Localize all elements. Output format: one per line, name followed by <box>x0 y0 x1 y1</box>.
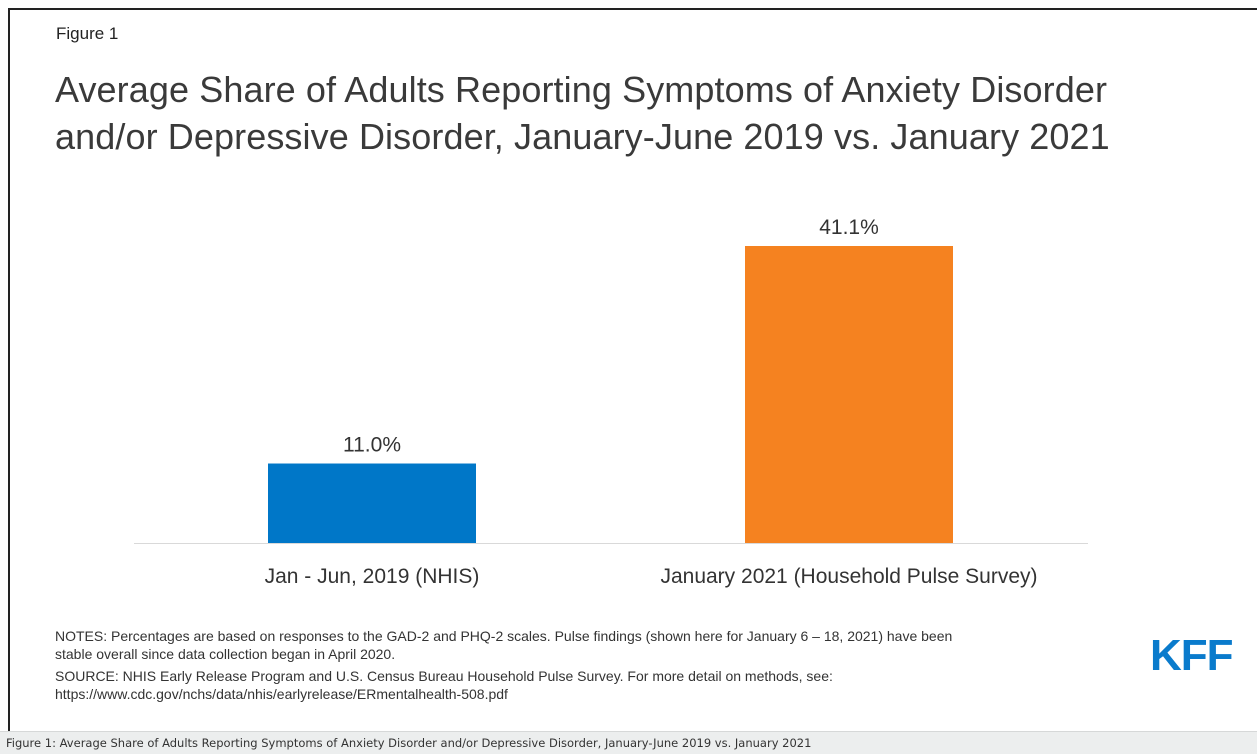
chart-title-line-2: and/or Depressive Disorder, January-June… <box>55 116 1110 157</box>
caption-bar: Figure 1: Average Share of Adults Report… <box>0 731 1257 754</box>
kff-logo: KFF <box>1150 631 1234 680</box>
notes-line-2: stable overall since data collection beg… <box>55 646 396 662</box>
notes-text: NOTES: Percentages are based on response… <box>55 627 1115 663</box>
figure-caption: Figure 1: Average Share of Adults Report… <box>6 736 812 750</box>
source-line-2: https://www.cdc.gov/nchs/data/nhis/early… <box>55 686 508 702</box>
data-label-1: 11.0% <box>343 434 401 457</box>
notes-block: NOTES: Percentages are based on response… <box>55 627 1115 707</box>
figure-frame <box>8 8 1257 731</box>
figure-label: Figure 1 <box>56 24 119 43</box>
chart-title-line-1: Average Share of Adults Reporting Sympto… <box>55 69 1108 110</box>
category-label-2: January 2021 (Household Pulse Survey) <box>660 565 1037 588</box>
notes-line-1: NOTES: Percentages are based on response… <box>55 628 953 644</box>
bar-1 <box>268 463 476 543</box>
category-label-1: Jan - Jun, 2019 (NHIS) <box>265 565 480 588</box>
chart-title: Average Share of Adults Reporting Sympto… <box>55 66 1205 160</box>
bar-chart: 11.0% Jan - Jun, 2019 (NHIS) 41.1% January … <box>134 216 1088 588</box>
source-line-1: SOURCE: NHIS Early Release Program and U… <box>55 668 833 684</box>
data-label-2: 41.1% <box>819 216 879 239</box>
bar-2 <box>745 246 953 543</box>
source-text: SOURCE: NHIS Early Release Program and U… <box>55 667 1115 703</box>
